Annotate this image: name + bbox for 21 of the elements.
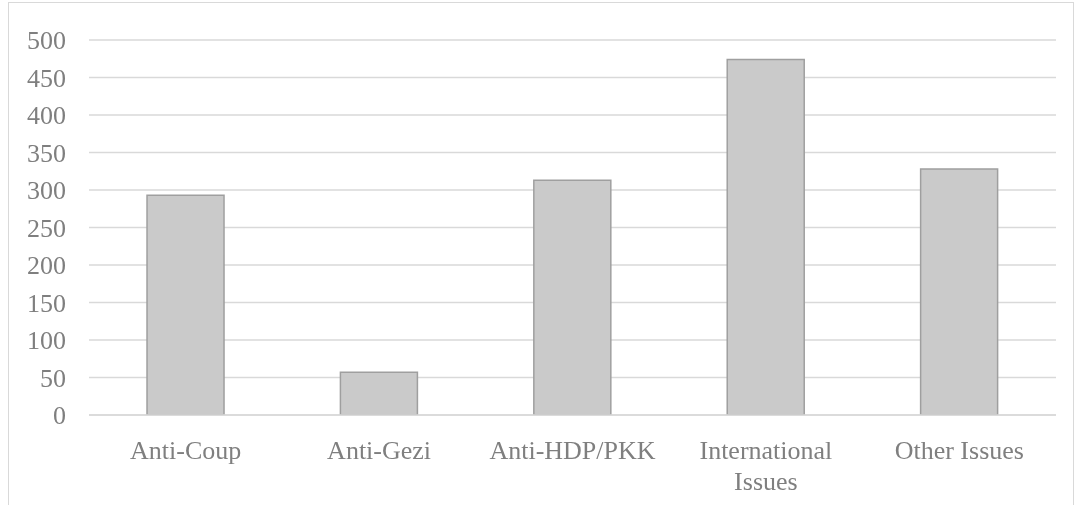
- bar: [146, 194, 225, 415]
- y-tick-label: 500: [27, 26, 66, 56]
- bar: [533, 179, 612, 415]
- x-tick-label: Other Issues: [894, 436, 1024, 466]
- y-tick-label: 0: [53, 401, 66, 431]
- x-tick-label: Anti-Gezi: [327, 436, 432, 466]
- y-tick-label: 100: [27, 326, 66, 356]
- bar: [339, 371, 419, 415]
- bar: [919, 168, 999, 415]
- y-tick-label: 50: [40, 363, 66, 393]
- y-tick-label: 150: [27, 288, 66, 318]
- bar: [726, 58, 805, 415]
- y-tick-label: 450: [27, 63, 66, 93]
- x-tick-label: Anti-HDP/PKK: [489, 436, 656, 466]
- x-tick-label: Anti-Coup: [130, 436, 242, 466]
- y-tick-label: 200: [27, 251, 66, 281]
- x-tick-label: International Issues: [699, 436, 833, 497]
- y-tick-label: 400: [27, 101, 66, 131]
- y-tick-label: 250: [27, 213, 66, 243]
- y-tick-label: 300: [27, 176, 66, 206]
- y-tick-label: 350: [27, 138, 66, 168]
